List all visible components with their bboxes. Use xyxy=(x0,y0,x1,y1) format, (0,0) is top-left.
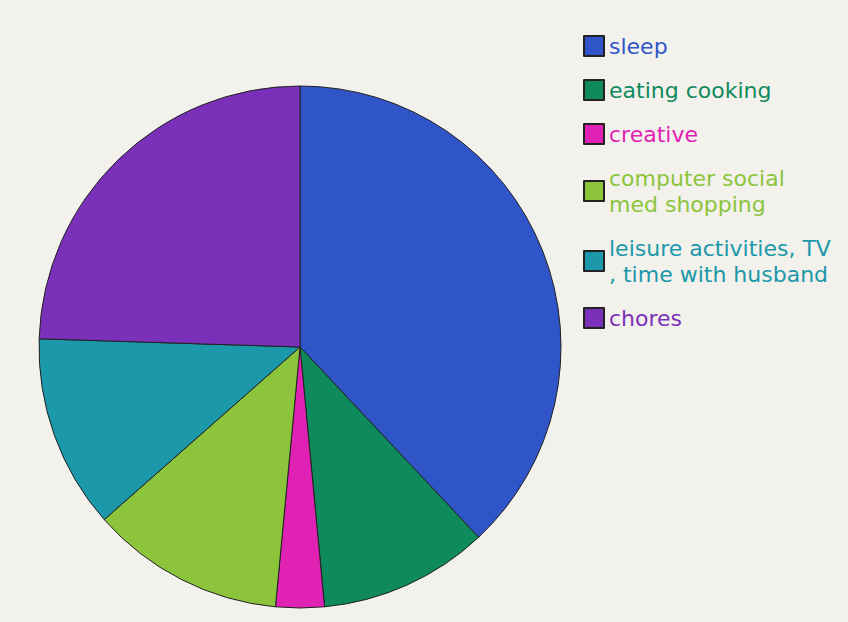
svg-text:computer social: computer social xyxy=(609,166,792,191)
svg-text:creative: creative xyxy=(609,122,698,147)
svg-text:med shopping: med shopping xyxy=(609,192,766,217)
svg-text:sleep: sleep xyxy=(609,34,668,59)
svg-text:leisure activities, TV: leisure activities, TV xyxy=(609,236,831,261)
svg-text:eating cooking: eating cooking xyxy=(609,78,771,103)
svg-text:chores: chores xyxy=(609,306,682,331)
svg-text:, time with husband: , time with husband xyxy=(609,262,828,287)
